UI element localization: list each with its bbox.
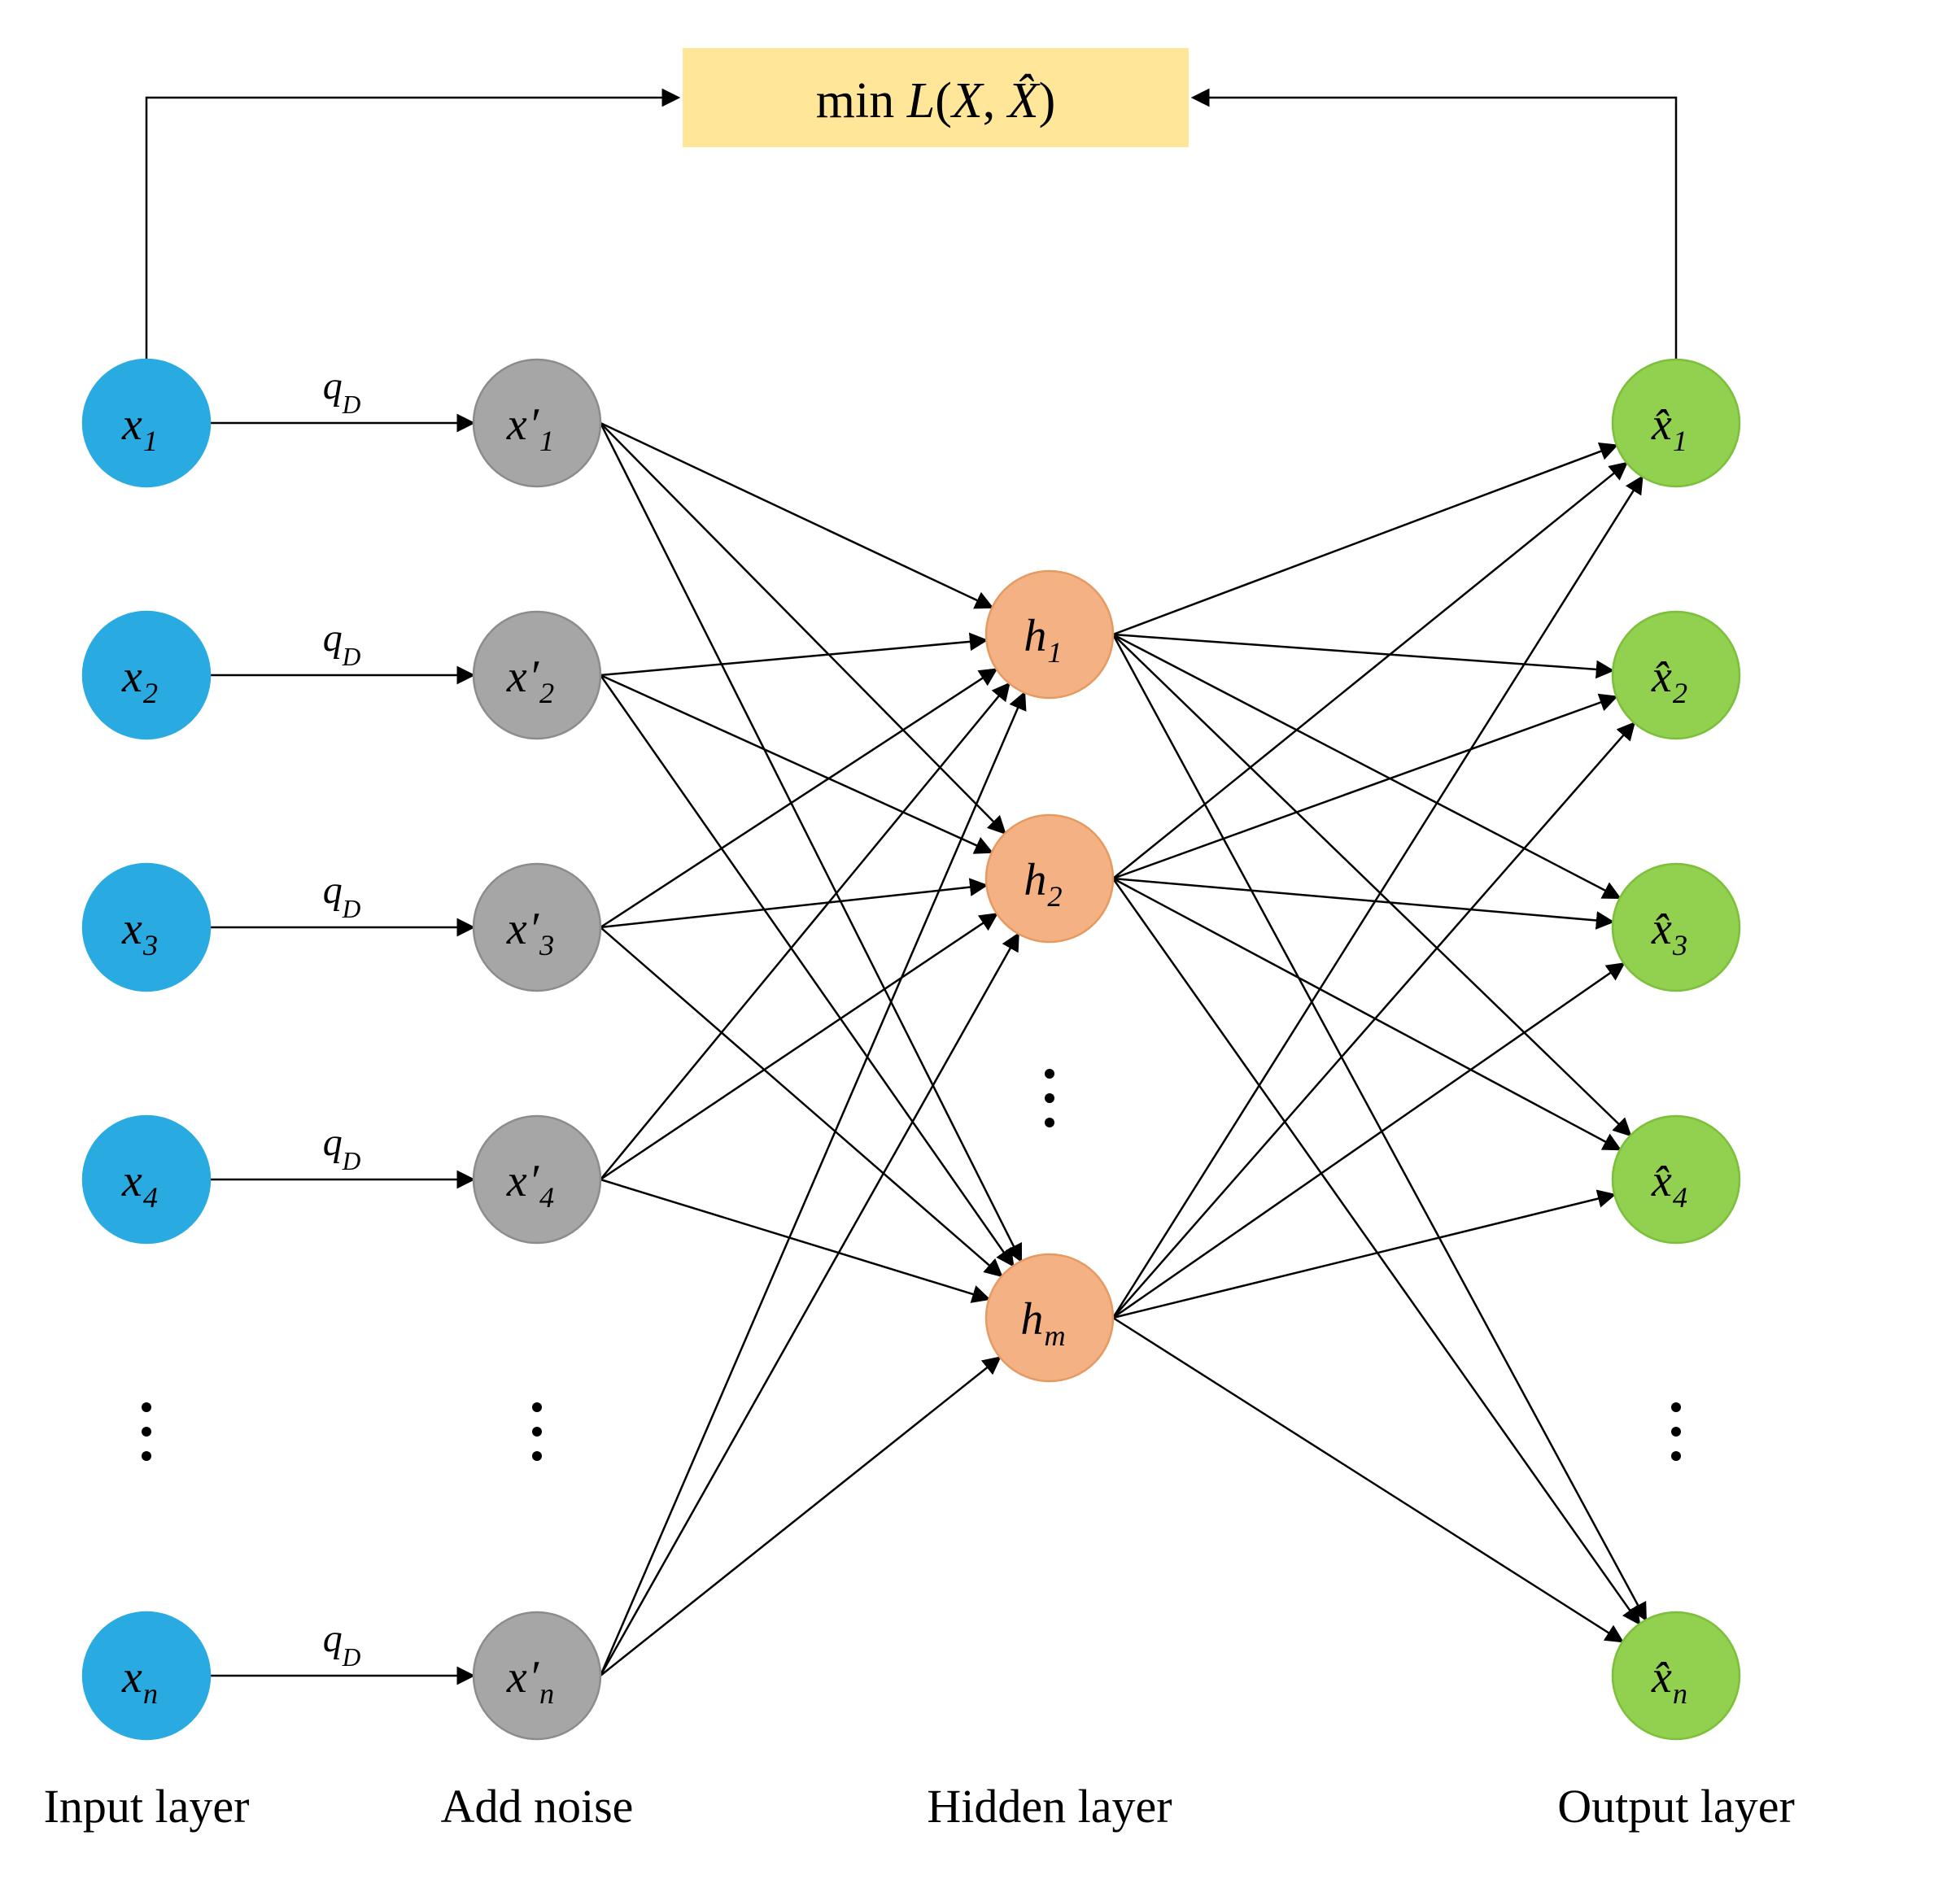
edge-hidden-output xyxy=(1113,445,1617,634)
edge-noise-hidden xyxy=(600,669,997,927)
edge-hidden-output xyxy=(1113,879,1613,922)
edge-noise-hidden xyxy=(600,1179,989,1299)
edge-hidden-output xyxy=(1113,463,1626,879)
input-node xyxy=(83,1116,210,1243)
loss-box-group: min L(X, X̂) xyxy=(146,49,1676,360)
edge-label-qd: qD xyxy=(323,1121,361,1175)
edge-label-qd: qD xyxy=(323,1617,361,1672)
noise-column: x′1x′2x′3x′4x′n xyxy=(474,360,600,1739)
ellipsis-dot xyxy=(1671,1402,1681,1412)
ellipsis-dot xyxy=(532,1451,542,1461)
edge-noise-hidden xyxy=(600,885,986,927)
edge-noise-hidden xyxy=(600,423,992,608)
input-node xyxy=(83,864,210,991)
edge-hidden-output xyxy=(1113,879,1620,1149)
edge-noise-hidden xyxy=(600,693,1024,1676)
ellipsis-dot xyxy=(1045,1093,1054,1103)
edge-noise-hidden xyxy=(600,675,992,852)
edge-label-qd: qD xyxy=(323,869,361,923)
column-label-output: Output layer xyxy=(1557,1780,1795,1833)
edge-hidden-output xyxy=(1113,723,1635,1318)
edge-noise-hidden xyxy=(600,934,1019,1676)
edge-hidden-output xyxy=(1113,697,1617,879)
edge-noise-hidden xyxy=(600,640,986,675)
edge-hidden-output xyxy=(1113,963,1624,1318)
edge-noise-hidden xyxy=(600,913,997,1179)
edge-hidden-output xyxy=(1113,1318,1622,1642)
output-node xyxy=(1613,1612,1740,1739)
ellipsis-dot xyxy=(1671,1451,1681,1461)
ellipsis-dot xyxy=(532,1402,542,1412)
ellipsis-dot xyxy=(1671,1427,1681,1437)
edge-noise-hidden xyxy=(600,1358,1000,1676)
edge-hidden-output xyxy=(1113,1195,1614,1318)
input-node xyxy=(83,1612,210,1739)
ellipsis-dot xyxy=(1045,1118,1054,1127)
edge-label-qd: qD xyxy=(323,617,361,671)
edge-noise-hidden xyxy=(600,423,1005,833)
edge-hidden-output xyxy=(1113,477,1642,1318)
output-column: x̂1x̂2x̂3x̂4x̂n xyxy=(1613,360,1740,1739)
feedback-arrow-left xyxy=(146,98,679,360)
column-label-noise: Add noise xyxy=(441,1780,634,1833)
ellipsis-dot xyxy=(1045,1069,1054,1079)
edge-hidden-output xyxy=(1113,634,1613,670)
input-column: x1x2x3x4xn xyxy=(83,360,210,1739)
edge-noise-hidden xyxy=(600,423,1021,1261)
edge-noise-hidden xyxy=(600,675,1013,1266)
column-labels: Input layer Add noise Hidden layer Output l… xyxy=(44,1780,1795,1833)
hidden-column: h1h2hm xyxy=(986,571,1113,1381)
column-label-hidden: Hidden layer xyxy=(927,1780,1172,1833)
hidden-node xyxy=(986,571,1113,698)
input-node xyxy=(83,612,210,739)
column-label-input: Input layer xyxy=(44,1780,250,1833)
ellipsis-dot xyxy=(532,1427,542,1437)
output-node xyxy=(1613,612,1740,739)
output-node xyxy=(1613,360,1740,486)
edge-label-qd: qD xyxy=(323,364,361,419)
ellipsis-dot xyxy=(142,1402,151,1412)
input-node xyxy=(83,360,210,486)
output-node xyxy=(1613,1116,1740,1243)
feedback-arrow-right xyxy=(1193,98,1676,360)
ellipsis-dot xyxy=(142,1427,151,1437)
hidden-node xyxy=(986,815,1113,942)
loss-text: min L(X, X̂) xyxy=(816,73,1056,129)
edge-hidden-output xyxy=(1113,879,1639,1624)
output-node xyxy=(1613,864,1740,991)
hidden-node xyxy=(986,1254,1113,1381)
edges-group: qD qD qD qD qD xyxy=(210,364,1646,1676)
ellipsis-dot xyxy=(142,1451,151,1461)
